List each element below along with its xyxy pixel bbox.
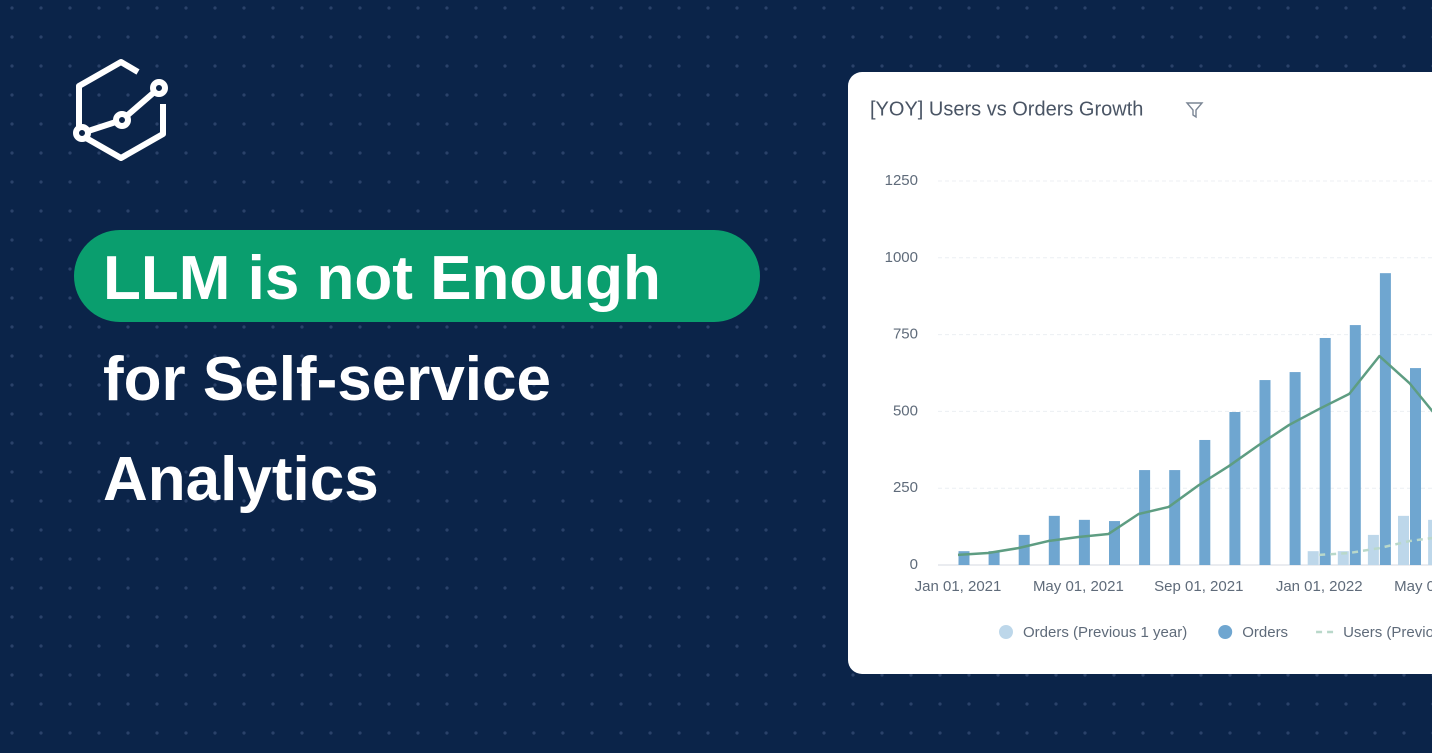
legend-label: Orders (Previous 1 year) — [1023, 624, 1187, 641]
line — [957, 354, 1432, 557]
bar — [1337, 551, 1349, 565]
bar — [1349, 325, 1361, 565]
bar — [1410, 368, 1421, 565]
headline-line: Analytics — [103, 445, 379, 514]
bar — [1307, 551, 1319, 565]
x-tick-label: May 01, 2021 — [1033, 578, 1124, 595]
bar — [1018, 534, 1030, 565]
bar — [1367, 534, 1379, 565]
logo — [73, 59, 168, 161]
legend-swatch — [1218, 625, 1233, 639]
headline-pill — [74, 230, 760, 322]
bar — [1139, 470, 1151, 565]
chart: [YOY] Users vs Orders Growth 0 250 500 750 1… — [870, 98, 1432, 641]
legend-label: Users (Previous 1 year) — [1343, 624, 1432, 641]
y-tick-label: 250 — [893, 479, 918, 496]
bar — [958, 551, 970, 565]
x-tick-label: May 01, 2022 — [1394, 578, 1432, 595]
y-tick-label: 1250 — [885, 172, 918, 189]
legend-label: Orders — [1242, 624, 1288, 641]
x-tick-label: Sep 01, 2021 — [1154, 578, 1243, 595]
bar — [1289, 372, 1301, 565]
bar — [988, 551, 1000, 565]
bar — [1398, 515, 1409, 565]
y-tick-label: 500 — [893, 402, 918, 419]
chart-card — [848, 72, 1432, 674]
legend-swatch — [999, 625, 1013, 639]
bar — [1199, 439, 1211, 565]
bar — [1428, 519, 1432, 565]
y-tick-label: 0 — [910, 556, 918, 573]
bar — [1109, 521, 1120, 565]
headline-line: for Self-service — [103, 345, 551, 414]
filter-icon[interactable] — [1185, 102, 1204, 119]
x-tick-label: Jan 01, 2022 — [1276, 578, 1363, 595]
line — [1319, 535, 1432, 557]
headline-highlight: LLM is not Enough — [103, 244, 661, 313]
bar — [1078, 519, 1090, 565]
y-tick-label: 1000 — [885, 249, 918, 266]
bar — [1229, 412, 1241, 565]
bar — [1319, 337, 1331, 565]
y-tick-label: 750 — [893, 326, 918, 343]
bar — [1379, 273, 1391, 565]
x-tick-label: Jan 01, 2021 — [915, 578, 1002, 595]
bar — [1259, 380, 1271, 565]
bar — [1169, 470, 1181, 565]
chart-title: [YOY] Users vs Orders Growth — [870, 98, 1143, 120]
